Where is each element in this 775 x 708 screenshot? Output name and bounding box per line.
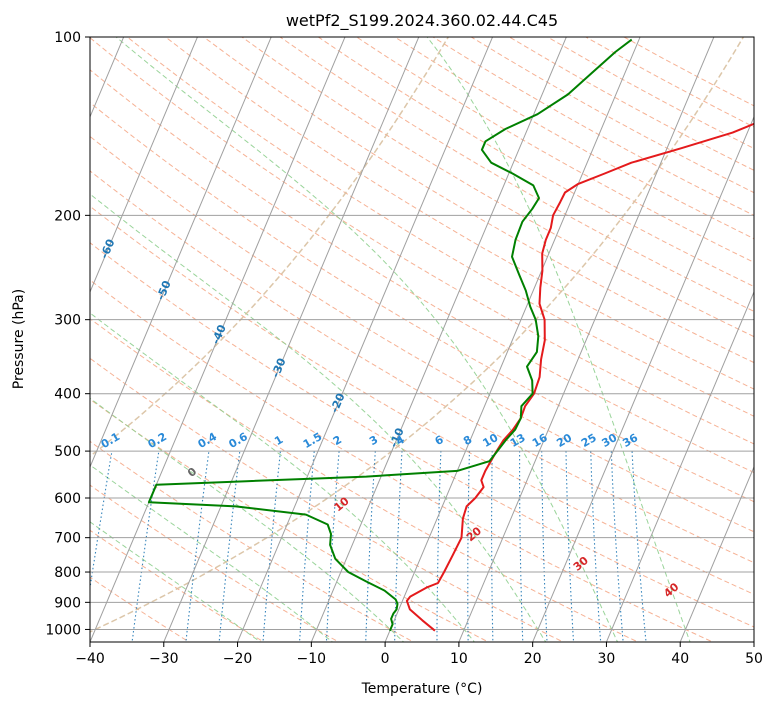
x-tick-label: −30 bbox=[149, 651, 179, 667]
y-tick-label: 800 bbox=[54, 565, 81, 581]
isotherm-line bbox=[310, 37, 567, 642]
mixing-ratio-line bbox=[436, 451, 442, 642]
dry-adiabat-line bbox=[90, 101, 754, 503]
isotherm-line bbox=[384, 37, 641, 642]
x-axis: −40 −30 −20 −10 0 10 20 30 40 50 bbox=[75, 642, 763, 667]
y-tick-label: 700 bbox=[54, 531, 81, 547]
dry-adiabat-line bbox=[165, 37, 754, 390]
dry-adiabat-line bbox=[90, 135, 754, 533]
mixing-ratio-lines bbox=[90, 451, 647, 642]
dry-adiabat-line bbox=[126, 37, 754, 417]
isotherm-line bbox=[679, 465, 754, 642]
x-tick-label: 50 bbox=[745, 651, 763, 667]
temperature-profile-line bbox=[405, 122, 754, 632]
x-tick-label: 20 bbox=[524, 651, 542, 667]
chart-title: wetPf2_S199.2024.360.02.44.C45 bbox=[286, 11, 558, 31]
x-tick-label: 30 bbox=[598, 651, 616, 667]
y-tick-label: 200 bbox=[54, 208, 81, 224]
mixing-ratio-line bbox=[394, 451, 403, 642]
isotherm-line bbox=[90, 37, 198, 294]
isotherm-line bbox=[90, 37, 346, 642]
dry-adiabat-line bbox=[90, 318, 640, 642]
isobars bbox=[90, 37, 754, 630]
saturation-curves bbox=[90, 37, 745, 633]
dry-adiabat-line bbox=[241, 37, 754, 338]
dry-adiabat-line bbox=[203, 37, 754, 364]
mixing-ratio-line bbox=[365, 451, 376, 642]
x-tick-label: 40 bbox=[671, 651, 689, 667]
moist-adiabat-line bbox=[90, 312, 476, 642]
x-tick-label: −10 bbox=[297, 651, 327, 667]
x-tick-label: −40 bbox=[75, 651, 105, 667]
x-tick-label: −20 bbox=[223, 651, 253, 667]
dry-adiabat-line bbox=[90, 170, 754, 564]
isotherm-line bbox=[163, 37, 420, 642]
y-tick-label: 100 bbox=[54, 30, 81, 46]
y-axis: 1000 900 800 700 600 500 400 300 200 100 bbox=[45, 30, 90, 638]
isotherm-line bbox=[458, 37, 715, 642]
plot-area: -100-90-80-70-60-50-40-30-20-100.10.20.4… bbox=[90, 37, 754, 642]
isotherm-line bbox=[237, 37, 494, 642]
mixing-ratio-line bbox=[541, 451, 548, 642]
x-axis-label: Temperature (°C) bbox=[361, 681, 483, 697]
x-tick-label: 0 bbox=[381, 651, 390, 667]
isotherm-line bbox=[90, 37, 272, 469]
y-tick-label: 900 bbox=[54, 595, 81, 611]
isotherms bbox=[90, 37, 754, 642]
mixing-ratio-line bbox=[491, 451, 494, 642]
plot-frame bbox=[89, 36, 755, 643]
saturation-curve bbox=[90, 37, 745, 633]
y-tick-label: 500 bbox=[54, 444, 81, 460]
dry-adiabat-line bbox=[90, 205, 754, 595]
dry-adiabat-line bbox=[90, 242, 754, 628]
mixing-ratio-line bbox=[519, 451, 524, 642]
y-tick-label: 1000 bbox=[45, 622, 81, 638]
y-tick-label: 600 bbox=[54, 491, 81, 507]
y-tick-label: 300 bbox=[54, 313, 81, 329]
dewpoint-profile-line bbox=[147, 38, 633, 632]
y-axis-label: Pressure (hPa) bbox=[11, 289, 27, 389]
mixing-ratio-line bbox=[467, 451, 471, 642]
isotherm-line bbox=[532, 115, 754, 642]
sounding-series bbox=[147, 38, 754, 632]
y-tick-label: 400 bbox=[54, 387, 81, 403]
moist-adiabat-line bbox=[115, 37, 619, 642]
x-tick-label: 10 bbox=[450, 651, 468, 667]
isotherm-line bbox=[605, 290, 754, 642]
mixing-ratio-line bbox=[565, 451, 575, 642]
